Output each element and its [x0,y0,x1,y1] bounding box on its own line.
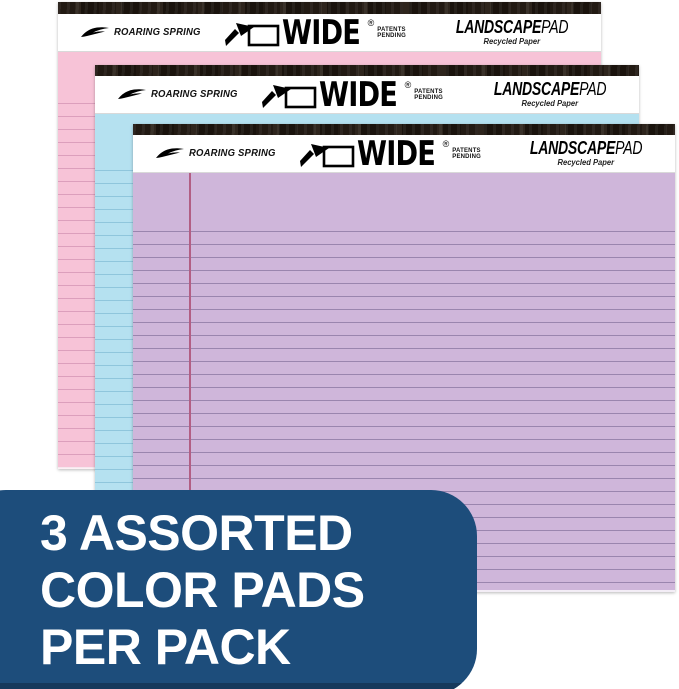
registered-trademark: ® [404,80,412,90]
patents-pending-label: PATENTS PENDING [452,147,481,160]
wide-logo: WIDE ® PATENTS PENDING [224,14,406,51]
patents-pending-label: PATENTS PENDING [414,88,443,101]
landscape-pad-title: LANDSCAPEPAD Recycled Paper [447,14,577,51]
banner-line-2: COLOR PADS [40,562,365,618]
wide-logo: WIDE ® PATENTS PENDING [261,76,443,113]
notepad-binding [95,65,639,76]
title-pad: PAD [615,137,643,158]
margin-line [189,173,191,592]
registered-trademark: ® [367,18,375,28]
title-landscape: LANDSCAPE [455,16,542,37]
recycled-paper-label: Recycled Paper [557,157,615,167]
wide-wordmark: WIDE [282,12,361,53]
brand-name: ROARING SPRING [114,27,201,38]
title-pad: PAD [541,16,569,37]
brand-logo: ROARING SPRING [155,135,280,172]
promo-banner: 3 ASSORTED COLOR PADS PER PACK [0,490,477,689]
landscape-pad-title: LANDSCAPEPAD Recycled Paper [485,76,615,113]
wide-wordmark: WIDE [357,133,436,174]
brand-logo: ROARING SPRING [117,76,242,113]
registered-trademark: ® [442,139,450,149]
recycled-paper-label: Recycled Paper [521,98,579,108]
wide-logo: WIDE ® PATENTS PENDING [299,135,481,172]
notepad-header: ROARING SPRING WIDE ® PATENTS PENDING [95,76,639,114]
roaring-spring-swoosh-icon [117,88,147,101]
notepad-header: ROARING SPRING WIDE ® PATENTS PENDING [58,14,601,52]
promo-banner-text: 3 ASSORTED COLOR PADS PER PACK [40,505,477,676]
notepad-binding [133,124,675,135]
roaring-spring-swoosh-icon [80,26,110,39]
roaring-spring-swoosh-icon [155,147,185,160]
notepad-binding [58,2,601,14]
title-pad: PAD [579,78,607,99]
brand-logo: ROARING SPRING [80,14,205,51]
title-landscape: LANDSCAPE [493,78,580,99]
wide-arrow-icon [299,140,355,168]
banner-bottom-edge [0,683,477,689]
title-landscape: LANDSCAPE [529,137,616,158]
banner-line-3: PER PACK [40,619,291,675]
notepad-header: ROARING SPRING WIDE ® PATENTS PENDING [133,135,675,173]
patents-pending-label: PATENTS PENDING [377,26,406,39]
landscape-pad-title: LANDSCAPEPAD Recycled Paper [521,135,651,172]
wide-arrow-icon [261,81,317,109]
wide-wordmark: WIDE [319,74,398,115]
brand-name: ROARING SPRING [189,148,276,159]
banner-line-1: 3 ASSORTED [40,505,353,561]
brand-name: ROARING SPRING [151,89,238,100]
wide-arrow-icon [224,19,280,47]
recycled-paper-label: Recycled Paper [483,36,541,46]
